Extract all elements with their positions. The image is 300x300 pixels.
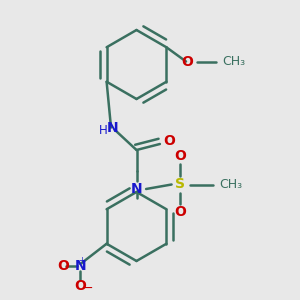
Text: N: N <box>131 182 142 196</box>
Text: O: O <box>174 149 186 163</box>
Text: CH₃: CH₃ <box>220 178 243 191</box>
Text: O: O <box>182 55 194 68</box>
Text: CH₃: CH₃ <box>223 55 246 68</box>
Text: O: O <box>164 134 175 148</box>
Text: N: N <box>107 121 118 134</box>
Text: O: O <box>174 205 186 218</box>
Text: +: + <box>79 256 85 265</box>
Text: O: O <box>74 279 86 292</box>
Text: O: O <box>57 259 69 272</box>
Text: S: S <box>175 178 185 191</box>
Text: H: H <box>99 124 108 137</box>
Text: −: − <box>83 281 93 295</box>
Text: N: N <box>75 259 86 272</box>
